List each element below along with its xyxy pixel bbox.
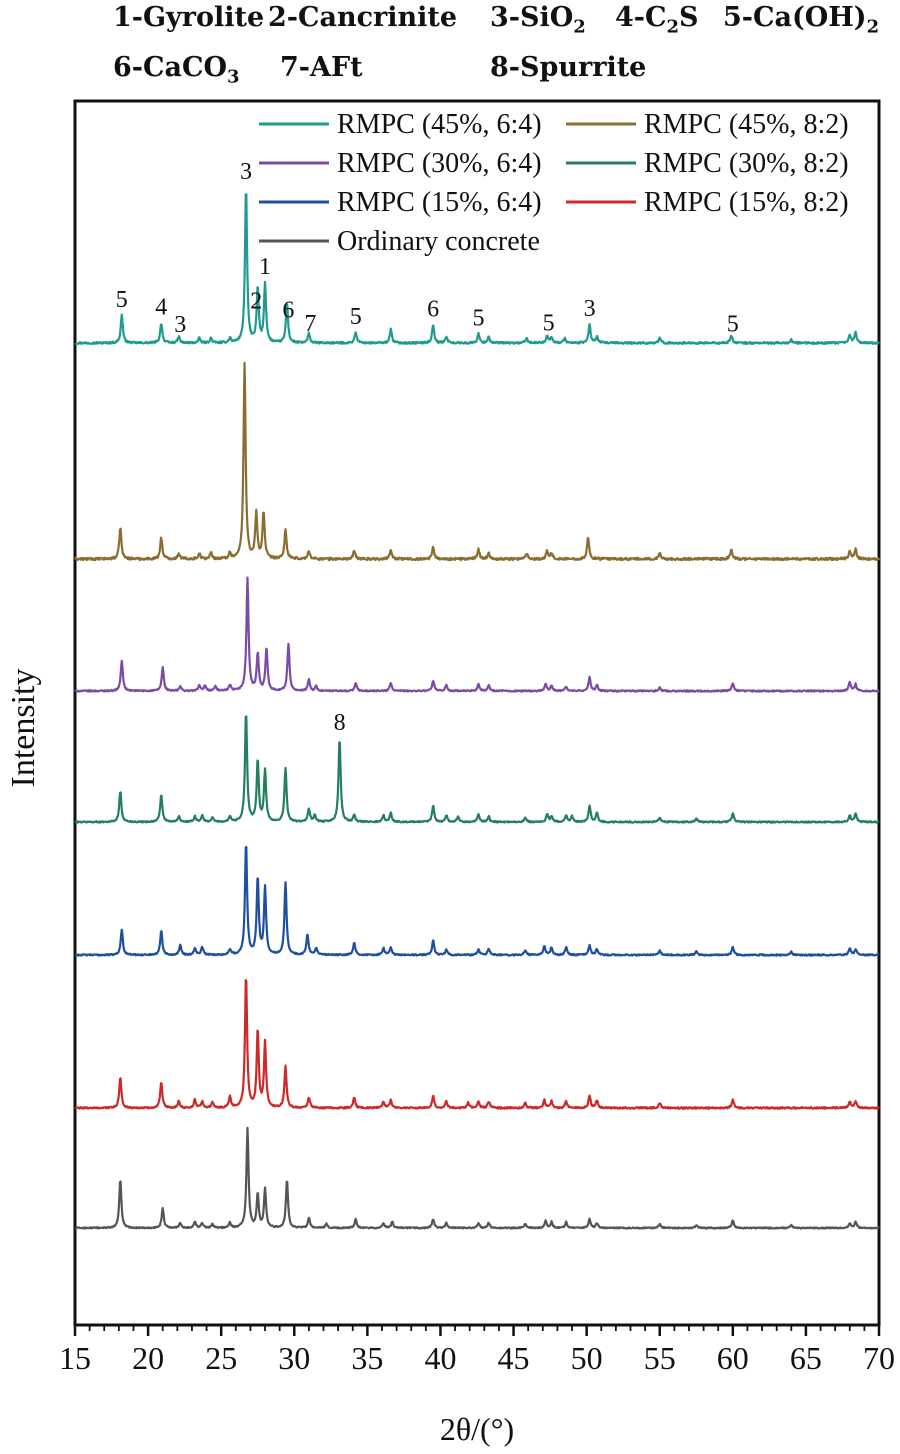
peak-label: 6 bbox=[282, 298, 294, 324]
phase-key-subscript: 2 bbox=[573, 16, 586, 38]
series-line-1 bbox=[73, 361, 881, 562]
x-tick-label: 45 bbox=[498, 1340, 530, 1376]
legend-entry: Ordinary concrete bbox=[337, 226, 540, 257]
phase-key-label: 7-AFt bbox=[280, 52, 363, 83]
x-axis: 15 20 25 30 35 40 45 50 55 60 65 70 bbox=[59, 1325, 895, 1376]
legend-entry: RMPC (45%, 6:4) bbox=[337, 109, 542, 140]
peak-label: 3 bbox=[174, 312, 186, 338]
peak-label: 7 bbox=[304, 311, 316, 337]
legend-entry: RMPC (45%, 8:2) bbox=[644, 109, 849, 140]
phase-key-subscript: 3 bbox=[227, 66, 240, 88]
chart-legend: RMPC (45%, 6:4) RMPC (45%, 8:2) RMPC (30%,… bbox=[259, 109, 849, 257]
x-axis-label: 2θ/(°) bbox=[440, 1411, 514, 1447]
phase-key-5: 5-Ca(OH)2 bbox=[723, 2, 879, 37]
series-line-6 bbox=[74, 1126, 880, 1230]
phase-key-label: 4-C bbox=[615, 2, 667, 33]
y-axis-label: Intensity bbox=[5, 669, 42, 788]
phase-key-8: 8-Spurrite bbox=[490, 52, 646, 83]
legend-entry: RMPC (15%, 6:4) bbox=[337, 187, 542, 218]
series-line-2 bbox=[74, 576, 880, 693]
x-tick-label: 25 bbox=[205, 1340, 237, 1376]
peak-label: 3 bbox=[240, 159, 252, 185]
phase-key-1: 1-Gyrolite bbox=[113, 2, 264, 33]
series-layer bbox=[73, 193, 881, 1230]
x-tick-label: 20 bbox=[132, 1340, 164, 1376]
plot-frame bbox=[73, 99, 881, 1327]
x-tick-label: 15 bbox=[59, 1340, 91, 1376]
peak-label: 5 bbox=[543, 311, 555, 337]
x-tick-label: 70 bbox=[863, 1340, 895, 1376]
phase-key-3: 3-SiO2 bbox=[490, 2, 586, 37]
x-tick-label: 65 bbox=[790, 1340, 822, 1376]
series-line-5 bbox=[74, 979, 880, 1110]
phase-key-7: 7-AFt bbox=[280, 52, 363, 83]
peak-label: 5 bbox=[473, 306, 485, 332]
phase-key-6: 6-CaCO3 bbox=[113, 52, 240, 87]
peak-label: 5 bbox=[350, 304, 362, 330]
x-tick-label: 35 bbox=[351, 1340, 383, 1376]
phase-key: 1-Gyrolite 2-Cancrinite 3-SiO2 4-C2S 5-Ca(OH… bbox=[0, 0, 900, 100]
peak-label: 6 bbox=[427, 296, 439, 322]
phase-key-2: 2-Cancrinite bbox=[268, 2, 457, 33]
x-tick-label: 40 bbox=[425, 1340, 457, 1376]
peak-label: 5 bbox=[727, 312, 739, 338]
phase-key-tail: S bbox=[679, 2, 699, 33]
series-line-0 bbox=[74, 193, 880, 345]
phase-key-subscript: 2 bbox=[866, 16, 880, 38]
peak-label: 8 bbox=[334, 710, 346, 736]
peak-label: 3 bbox=[584, 296, 596, 322]
phase-key-label: 8-Spurrite bbox=[490, 52, 647, 83]
peak-label: 4 bbox=[155, 295, 167, 321]
x-tick-label: 50 bbox=[571, 1340, 603, 1376]
peak-label: 1 bbox=[259, 254, 271, 280]
x-tick-label: 30 bbox=[278, 1340, 310, 1376]
phase-key-label: 1-Gyrolite bbox=[113, 2, 265, 33]
phase-key-label: 3-SiO bbox=[490, 2, 574, 33]
x-tick-label: 55 bbox=[644, 1340, 676, 1376]
phase-key-subscript: 2 bbox=[666, 16, 680, 38]
peak-label: 5 bbox=[116, 287, 128, 313]
legend-entry: RMPC (30%, 6:4) bbox=[337, 148, 542, 179]
series-line-4 bbox=[74, 845, 880, 957]
x-tick-label: 60 bbox=[717, 1340, 749, 1376]
phase-key-label: 2-Cancrinite bbox=[268, 2, 458, 33]
series-line-3 bbox=[74, 715, 880, 824]
phase-key-label: 5-Ca(OH) bbox=[723, 2, 867, 33]
phase-key-label: 6-CaCO bbox=[113, 52, 227, 83]
legend-entry: RMPC (30%, 8:2) bbox=[644, 148, 849, 179]
phase-key-4: 4-C2S bbox=[615, 2, 699, 37]
peak-label: 2 bbox=[250, 289, 262, 315]
legend-entry: RMPC (15%, 8:2) bbox=[644, 187, 849, 218]
